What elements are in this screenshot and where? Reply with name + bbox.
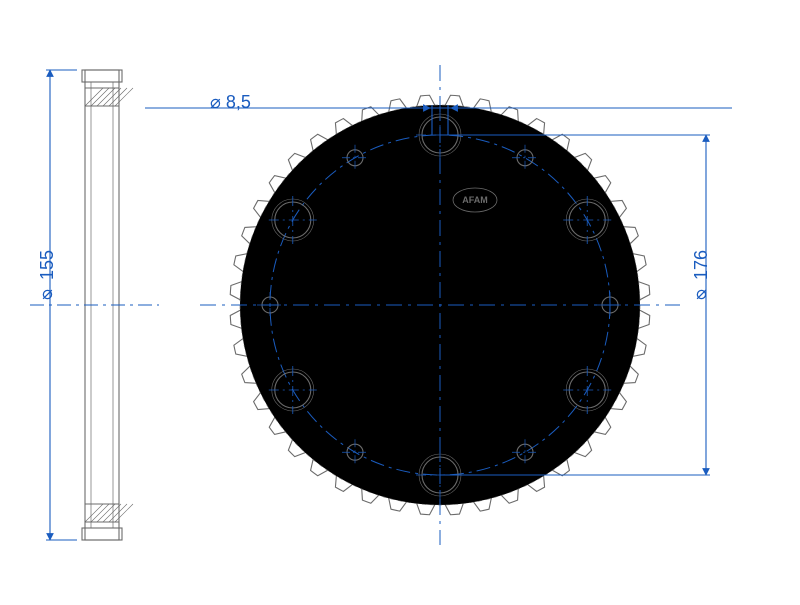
dim-155-label: ⌀ 155: [36, 250, 58, 306]
svg-text:AFAM: AFAM: [462, 195, 488, 205]
dim-85-label: ⌀ 8,5: [210, 92, 251, 113]
dim-176-label: ⌀ 176: [690, 250, 712, 306]
